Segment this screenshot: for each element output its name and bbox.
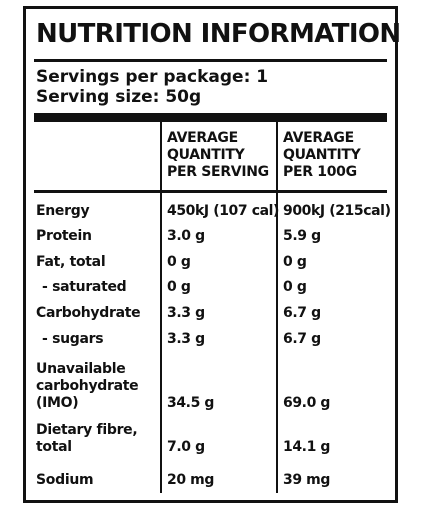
value-per-serving: 34.5 g [167, 395, 215, 411]
nutrient-label-line: - sugars [42, 331, 104, 347]
nutrient-label-line: Energy [36, 203, 90, 219]
value-per-serving: 3.3 g [167, 305, 205, 321]
value-per-100g: 5.9 g [283, 228, 321, 244]
nutrient-label-line: total [36, 439, 72, 455]
nutrient-label: Protein [36, 228, 92, 245]
nutrient-label-line: Dietary fibre, [36, 422, 138, 438]
value-per-serving: 0 g [167, 279, 191, 295]
panel-title: NUTRITION INFORMATION [36, 19, 401, 49]
header-line: QUANTITY [283, 147, 361, 163]
value-per-100g: 0 g [283, 279, 307, 295]
nutrient-label: - saturated [42, 279, 127, 296]
header-line: AVERAGE [167, 130, 238, 146]
header-line: AVERAGE [283, 130, 354, 146]
nutrient-label: Unavailable carbohydrate (IMO) [36, 361, 139, 412]
column-header-per-100g: AVERAGE QUANTITY PER 100G [283, 130, 361, 181]
value-per-100g: 900kJ (215cal) [283, 203, 391, 219]
value-per-100g: 6.7 g [283, 331, 321, 347]
value-per-100g: 69.0 g [283, 395, 331, 411]
serving-size: Serving size: 50g [36, 87, 202, 107]
nutrient-label-line: Carbohydrate [36, 305, 141, 321]
header-divider [34, 190, 387, 193]
value-per-100g: 39 mg [283, 472, 330, 488]
value-per-serving: 3.0 g [167, 228, 205, 244]
nutrient-label-line: Unavailable [36, 361, 126, 377]
serving-info: Servings per package: 1 Serving size: 50… [36, 67, 268, 107]
nutrient-label-line: - saturated [42, 279, 127, 295]
nutrition-panel: NUTRITION INFORMATION Servings per packa… [23, 6, 401, 503]
column-divider-100g [276, 122, 278, 493]
value-per-serving: 3.3 g [167, 331, 205, 347]
nutrient-label: Dietary fibre, total [36, 422, 138, 456]
header-line: PER 100G [283, 164, 357, 180]
header-line: QUANTITY [167, 147, 245, 163]
title-divider [34, 59, 387, 62]
column-header-per-serving: AVERAGE QUANTITY PER SERVING [167, 130, 269, 181]
nutrient-label: Energy [36, 203, 90, 220]
value-per-serving: 0 g [167, 254, 191, 270]
nutrient-label-line: Fat, total [36, 254, 106, 270]
value-per-100g: 6.7 g [283, 305, 321, 321]
value-per-100g: 14.1 g [283, 439, 331, 455]
nutrient-label-line: (IMO) [36, 395, 79, 411]
header-line: PER SERVING [167, 164, 269, 180]
servings-per-package: Servings per package: 1 [36, 67, 269, 87]
nutrient-label-line: Sodium [36, 472, 94, 488]
nutrient-label-line: Protein [36, 228, 92, 244]
nutrient-label: - sugars [42, 331, 104, 348]
nutrient-label: Sodium [36, 472, 94, 489]
value-per-100g: 0 g [283, 254, 307, 270]
value-per-serving: 20 mg [167, 472, 214, 488]
serving-divider [34, 113, 387, 122]
nutrient-label-line: carbohydrate [36, 378, 139, 394]
nutrient-label: Carbohydrate [36, 305, 141, 322]
column-divider-serving [160, 122, 162, 493]
nutrient-label: Fat, total [36, 254, 106, 271]
value-per-serving: 450kJ (107 cal) [167, 203, 280, 219]
value-per-serving: 7.0 g [167, 439, 205, 455]
